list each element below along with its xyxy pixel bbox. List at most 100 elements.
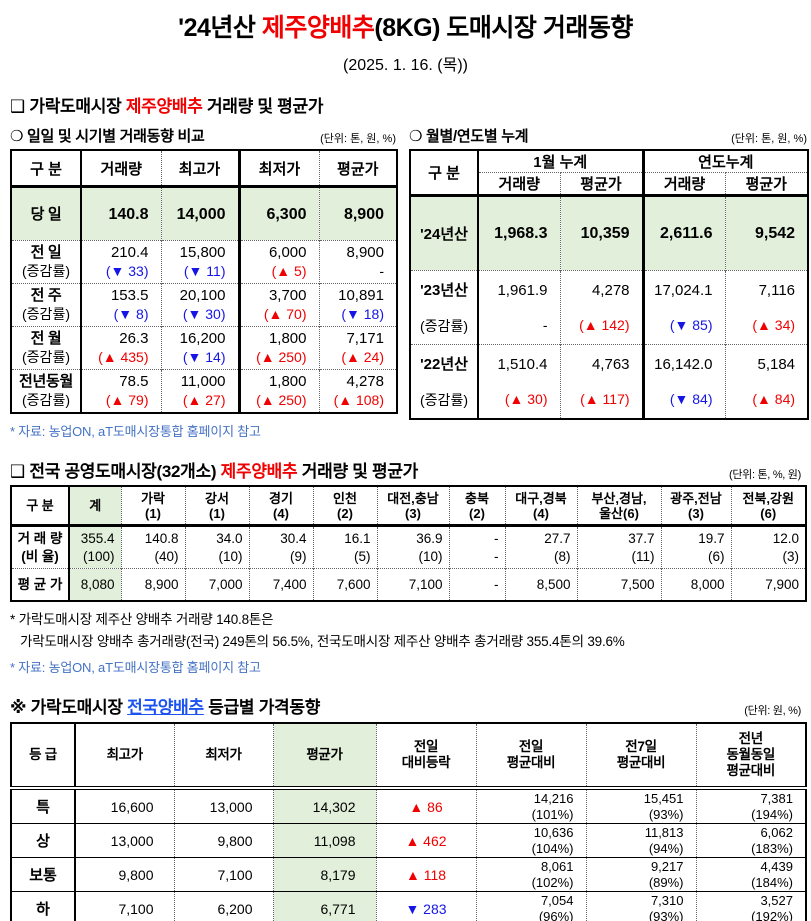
table-cell: 8,900 [121,568,186,601]
region-count: (4) [273,505,289,521]
grade-unit-label: (단위: 원, %) [744,705,801,717]
region-name: 부산,경남, [591,490,647,506]
row-label-text: 거 래 량 [17,530,63,546]
row-label: 평 균 가 [11,568,70,601]
column-header-line: 평균대비 [616,755,666,770]
table-cell: 8,900 [319,187,397,241]
high-price-cell: 9,800 [75,857,175,892]
table-cell: 210.4 (▼ 33) [81,240,162,284]
cell-ratio: (9) [290,548,307,564]
column-header: 경기 (4) [249,486,314,527]
cell-value: 10,636 [533,824,574,840]
year-avg-cell: 6,062 (183%) [696,823,806,858]
table-cell: 4,278 (▲ 108) [319,369,397,413]
avg-price-cell: 14,302 [273,788,377,824]
column-header: 대전,충남 (3) [377,486,450,527]
header-group-row: 구 분 1월 누계 연도누계 [410,150,809,197]
column-header: 전7일 평균대비 [586,723,697,790]
column-header: 최고가 [161,150,241,188]
cell-ratio: (5) [354,548,371,564]
cell-value: 78.5 [119,373,149,390]
cell-percent: (194%) [751,806,793,822]
daily-column-head: ❍ 일일 및 시기별 거래동향 비교 (단위: 톤, 원, %) [10,125,396,146]
cell-value: 153.5 [110,287,149,304]
row-label: 거 래 량 (비 율) [11,525,70,569]
table-cell: 20,100 (▼ 30) [161,283,241,327]
table-cell: 7,600 [313,568,378,601]
column-header: 거래량 [478,172,561,197]
cell-value: 37.7 [628,530,655,546]
region-count: (1) [145,505,161,521]
section2-prefix: ❑ 전국 공영도매시장(32개소) [10,462,221,481]
column-header: 거래량 [81,150,162,188]
table-cell: 7,100 [377,568,450,601]
row-label: 전 일 (증감률) [11,240,82,284]
high-price-cell: 13,000 [75,823,175,858]
title-part2: (8KG) 도매시장 거래동향 [374,14,633,42]
change-cell: ▲ 86 [376,788,477,824]
cell-value: 27.7 [544,530,571,546]
column-header: 충북 (2) [449,486,506,527]
national-note-2: 가락도매시장 양배추 총거래량(전국) 249톤의 56.5%, 전국도매시장 … [20,634,625,649]
cell-change: (▲ 117) [580,390,630,407]
column-header: 전년 동월동일 평균대비 [696,723,806,790]
row-label-text: 전 주 [30,287,62,304]
cell-value: 15,451 [643,790,684,806]
cell-change: (▼ 85) [669,316,713,333]
avg-price-cell: 11,098 [273,823,377,858]
cell-ratio: (10) [418,548,443,564]
header-row: 구 분 계 가락 (1) 강서 (1) 경기 (4) 인천 (2) 대전,충남 (3) 충북 (2) 대구,… [11,486,806,527]
cell-value: 1,961.9 [497,281,548,299]
table-cell: 1,510.4 (▲ 30) [478,344,561,419]
cell-value: 7,900 [765,576,799,592]
table-cell: 140.8 (40) [121,525,186,569]
table-cell: 10,891 (▼ 18) [319,283,397,327]
prev-avg-cell: 14,216 (101%) [476,788,587,824]
cell-value: 7,054 [540,892,574,908]
cell-value: 1,800 [268,373,307,390]
daily-table: 구 분 거래량 최고가 최저가 평균가 당 일 140.8 14,000 6,300 8,900 전… [10,149,398,414]
table-cell: 4,763 (▲ 117) [560,344,645,419]
national-table-body: 거 래 량 (비 율) 355.4 (100) 140.8 (40) 34.0 (10) 30.… [11,525,806,601]
cell-value: 7,400 [272,576,307,592]
change-cell: ▼ 283 [376,891,477,921]
cell-change: (▲ 435) [98,349,149,365]
region-count: (2) [469,505,485,521]
cumulative-subtitle: ❍ 월별/연도별 누계 [409,128,529,145]
cell-value: 7,600 [336,576,371,592]
row-sublabel-text: (비 율) [21,548,59,564]
section1-columns: ❍ 일일 및 시기별 거래동향 비교 (단위: 톤, 원, %) 구 분 거래량 최… [10,125,810,440]
cell-value: 4,439 [760,858,793,874]
row-label: 전 주 (증감률) [11,283,82,327]
cell-value: 16,142.0 [654,355,713,373]
section2-suffix: 거래량 및 평균가 [297,462,419,481]
cell-value: 3,700 [268,287,307,304]
cell-value: 10,359 [580,225,630,242]
cell-value: 8,000 [690,576,725,592]
table-cell: 1,961.9 - [478,270,561,345]
column-header: 전일 평균대비 [476,723,587,790]
table-cell: 7,400 [249,568,314,601]
column-header-line: 등 급 [29,747,57,762]
cell-change: (▲ 250) [256,392,307,408]
column-group-header: 1월 누계 [478,150,645,173]
daily-unit-label: (단위: 톤, 원, %) [320,133,396,145]
row-label: 전 월 (증감률) [11,326,82,370]
grade-table-body: 특 16,600 13,000 14,302 ▲ 86 14,216 (101%) 15,45… [11,788,806,921]
row-label-text: 평 균 가 [17,576,63,592]
column-header: 평균가 [319,150,397,188]
change-cell: ▲ 118 [376,857,477,892]
cell-percent: (192%) [751,908,793,921]
column-header: 강서 (1) [185,486,250,527]
table-cell: 15,800 (▼ 11) [161,240,241,284]
grade-label: 하 [11,891,76,921]
table-cell: 8,900 - [319,240,397,284]
table-cell: 16,200 (▼ 14) [161,326,241,370]
cell-value: 2,611.6 [660,225,713,242]
region-count: (1) [209,505,225,521]
row-label-text: 전 월 [30,330,62,347]
low-price-cell: 9,800 [174,823,274,858]
table-cell: 153.5 (▼ 8) [81,283,162,327]
cell-change: (▼ 84) [669,390,713,407]
table-cell: 2,611.6 [643,195,726,271]
